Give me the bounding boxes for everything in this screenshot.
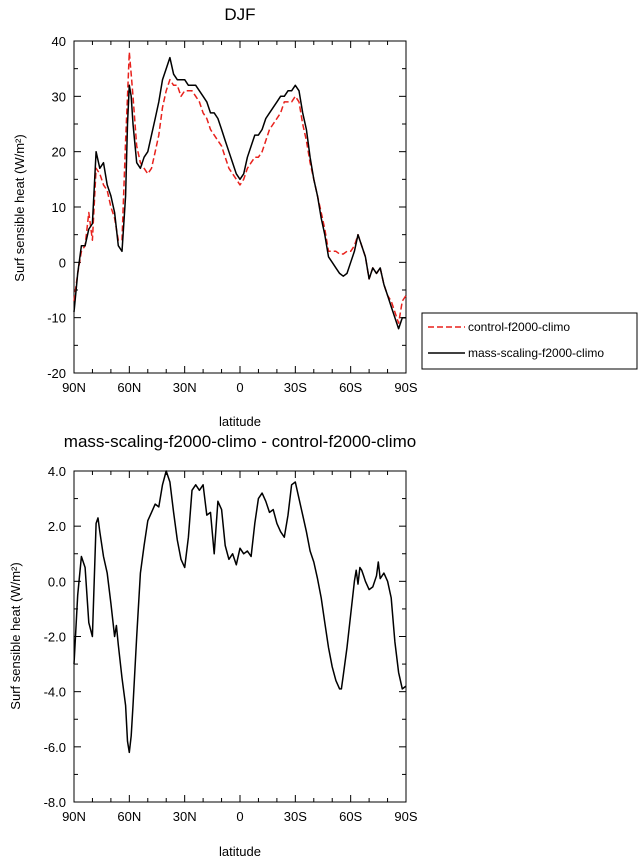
top-y-axis-label: Surf sensible heat (W/m²)	[12, 134, 27, 281]
bottom-y-tick-label: 4.0	[48, 464, 66, 479]
bottom-x-axis-label: latitude	[219, 844, 261, 859]
bottom-y-tick-label: -8.0	[44, 795, 66, 810]
bottom-x-tick-label: 60S	[339, 809, 362, 824]
top-series-line-0	[73, 51, 407, 324]
top-x-tick-label: 90N	[62, 380, 86, 395]
bottom-y-axis-label: Surf sensible heat (W/m²)	[8, 562, 23, 709]
top-y-tick-label: 30	[52, 89, 66, 104]
top-series-line-1	[73, 56, 406, 330]
top-x-axis-label: latitude	[219, 414, 261, 429]
top-plot-frame	[73, 40, 407, 374]
top-x-tick-label: 60N	[117, 380, 141, 395]
legend-label-control: control-f2000-climo	[468, 320, 570, 334]
top-x-tick-label: 0	[236, 380, 243, 395]
bottom-plot-area: 90N 60N 30N 0 30S 60S 90S -8.0 -6.0 -4.0 -2.0 0.0 2.…	[44, 464, 418, 824]
top-x-tick-label: 30N	[173, 380, 197, 395]
bottom-x-tick-label: 60N	[117, 809, 141, 824]
bottom-y-tick-label: 2.0	[48, 519, 66, 534]
top-y-tick-label: 0	[59, 255, 66, 270]
bottom-y-tick-label: 0.0	[48, 574, 66, 589]
bottom-x-tick-label: 90N	[62, 809, 86, 824]
top-y-tick-label: 10	[52, 200, 66, 215]
bottom-y-tick-label: -4.0	[44, 685, 66, 700]
top-y-tick-label: -10	[47, 311, 66, 326]
top-chart-title: DJF	[224, 5, 255, 24]
bottom-x-tick-label: 30N	[173, 809, 197, 824]
top-y-tick-label: 40	[52, 34, 66, 49]
top-panel: DJF 90N 60N 30N 0 30S 60S 90S -20 -10 0 10 20 30 40 l…	[12, 5, 638, 429]
top-plot-area: 90N 60N 30N 0 30S 60S 90S -20 -10 0 10 20 30 40	[47, 34, 418, 395]
legend-box	[421, 312, 638, 370]
bottom-y-tick-label: -6.0	[44, 740, 66, 755]
bottom-series-line-0	[73, 470, 407, 754]
bottom-panel: mass-scaling-f2000-climo - control-f2000…	[8, 432, 418, 859]
top-x-tick-label: 30S	[284, 380, 307, 395]
bottom-x-tick-label: 30S	[284, 809, 307, 824]
bottom-x-tick-label: 0	[236, 809, 243, 824]
top-x-tick-label: 60S	[339, 380, 362, 395]
top-y-tick-label: -20	[47, 366, 66, 381]
top-x-tick-label: 90S	[394, 380, 417, 395]
bottom-y-tick-label: -2.0	[44, 630, 66, 645]
bottom-x-tick-label: 90S	[394, 809, 417, 824]
bottom-plot-frame	[73, 470, 407, 803]
legend: control-f2000-climo mass-scaling-f2000-c…	[421, 312, 638, 370]
bottom-chart-title: mass-scaling-f2000-climo - control-f2000…	[64, 432, 416, 451]
top-y-tick-label: 20	[52, 145, 66, 160]
legend-label-mass-scaling: mass-scaling-f2000-climo	[468, 346, 604, 360]
